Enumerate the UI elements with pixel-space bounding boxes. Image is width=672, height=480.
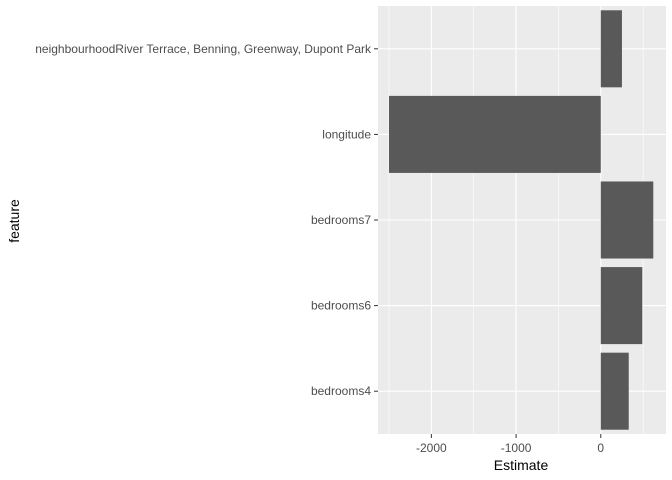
bar-1 (389, 95, 601, 173)
y-tick-label: neighbourhoodRiver Terrace, Benning, Gre… (35, 42, 372, 56)
y-tick-label: bedrooms4 (311, 384, 371, 398)
bar-4 (600, 352, 629, 430)
x-axis-ticks: -2000 -1000 0 (416, 434, 604, 455)
y-tick-label: longitude (322, 127, 371, 141)
x-tick-label: 0 (597, 441, 604, 455)
y-tick-label: bedrooms7 (311, 213, 371, 227)
y-axis-ticks: neighbourhoodRiver Terrace, Benning, Gre… (35, 42, 378, 398)
bar-3 (600, 267, 643, 345)
bar-2 (600, 181, 654, 259)
y-axis-title: feature (6, 199, 22, 243)
bars (389, 10, 654, 430)
bar-0 (600, 10, 622, 88)
x-axis-title: Estimate (494, 457, 549, 473)
y-tick-label: bedrooms6 (311, 299, 371, 313)
x-tick-label: -2000 (416, 441, 447, 455)
x-tick-label: -1000 (501, 441, 532, 455)
